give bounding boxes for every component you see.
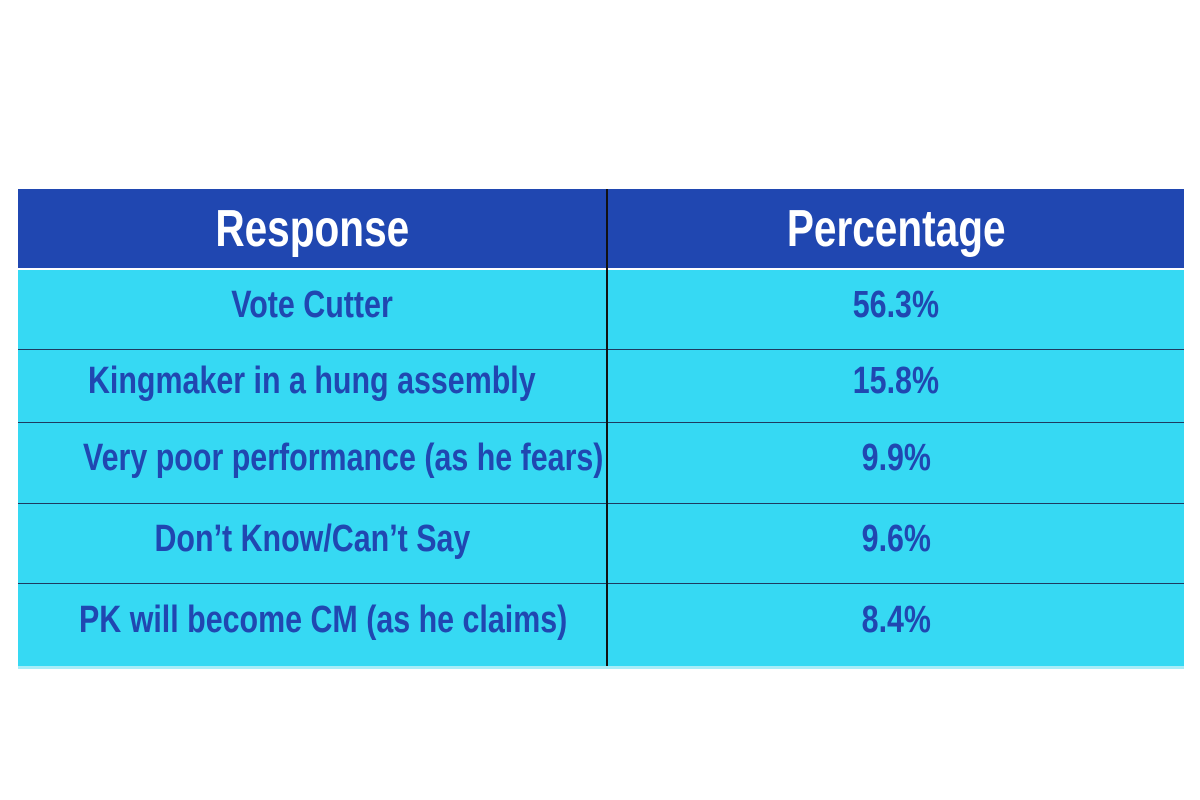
percentage-cell: 15.8% [607, 348, 1184, 422]
percentage-value: 15.8% [852, 360, 940, 402]
table-row: Don’t Know/Can’t Say 9.6% [18, 502, 1184, 583]
poll-table-container: Response Percentage Vote Cutter 56.3% Ki… [18, 189, 1184, 669]
response-label: Don’t Know/Can’t Say [154, 517, 470, 560]
response-cell: Kingmaker in a hung assembly [18, 348, 608, 422]
response-cell: Very poor performance (as he fears) [18, 421, 608, 503]
header-response: Response [18, 189, 608, 269]
percentage-value: 9.9% [861, 437, 931, 479]
percentage-cell: 8.4% [607, 582, 1184, 669]
header-response-label: Response [215, 199, 409, 258]
percentage-cell: 9.6% [607, 502, 1184, 583]
response-cell: Vote Cutter [18, 268, 608, 349]
table-row: PK will become CM (as he claims) 8.4% [18, 582, 1184, 669]
table-row: Vote Cutter 56.3% [18, 268, 1184, 349]
table-row: Kingmaker in a hung assembly 15.8% [18, 348, 1184, 422]
percentage-value: 56.3% [852, 283, 940, 326]
response-cell: PK will become CM (as he claims) [18, 582, 608, 669]
poll-results-table: Response Percentage Vote Cutter 56.3% Ki… [18, 189, 1184, 669]
percentage-value: 9.6% [861, 517, 931, 560]
table-row: Very poor performance (as he fears) 9.9% [18, 421, 1184, 503]
response-cell: Don’t Know/Can’t Say [18, 502, 608, 583]
response-label: PK will become CM (as he claims) [79, 599, 568, 641]
percentage-value: 8.4% [861, 599, 931, 641]
header-percentage-label: Percentage [786, 199, 1006, 258]
percentage-cell: 56.3% [607, 268, 1184, 349]
response-label: Vote Cutter [231, 283, 393, 326]
response-label: Very poor performance (as he fears) [83, 437, 604, 479]
response-label: Kingmaker in a hung assembly [88, 360, 536, 402]
table-header-row: Response Percentage [18, 189, 1184, 269]
percentage-cell: 9.9% [607, 421, 1184, 503]
header-percentage: Percentage [607, 189, 1184, 269]
